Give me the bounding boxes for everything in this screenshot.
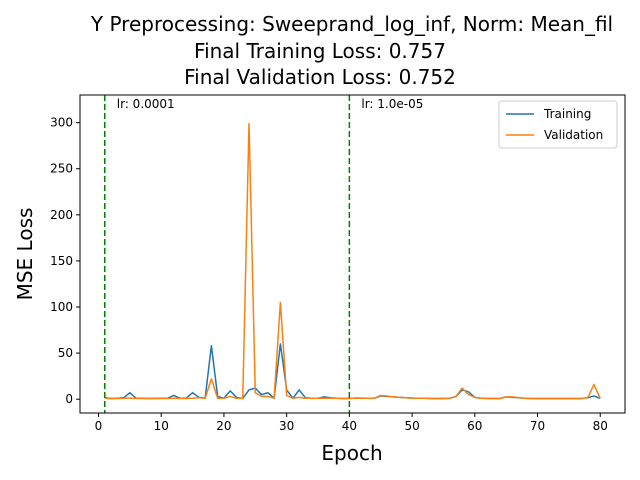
y-tick-label: 250 — [50, 162, 73, 176]
x-tick-label: 0 — [95, 419, 103, 433]
y-tick-label: 100 — [50, 300, 73, 314]
legend-label-training: Training — [543, 107, 591, 121]
y-tick-label: 0 — [65, 392, 73, 406]
y-axis-label: MSE Loss — [13, 208, 37, 301]
y-tick-label: 150 — [50, 254, 73, 268]
x-tick-label: 10 — [154, 419, 169, 433]
lr-marker-label-1: lr: 1.0e-05 — [361, 97, 423, 111]
series-line-validation — [104, 122, 601, 400]
y-tick-label: 50 — [58, 346, 73, 360]
plot-frame — [79, 94, 626, 414]
series-line-training — [104, 343, 601, 400]
lr-marker-layer: lr: 0.0001 lr: 1.0e-05 — [104, 95, 423, 413]
x-axis-label: Epoch — [321, 441, 382, 465]
legend: Training Validation — [498, 100, 618, 149]
x-tick-label: 20 — [216, 419, 231, 433]
chart-title-line-2: Final Training Loss: 0.757 — [194, 39, 446, 63]
y-tick-label: 300 — [50, 116, 73, 130]
lr-marker-label-0: lr: 0.0001 — [117, 97, 175, 111]
x-tick-label: 50 — [404, 419, 419, 433]
series-layer — [104, 122, 601, 400]
x-tick-label: 70 — [530, 419, 545, 433]
x-tick-label: 80 — [593, 419, 608, 433]
axes-layer: 0 10 20 30 40 50 60 70 80 0 50 100 150 200 250 300 — [50, 94, 626, 433]
x-tick-label: 60 — [467, 419, 482, 433]
legend-box — [498, 100, 618, 149]
y-tick-label: 200 — [50, 208, 73, 222]
x-tick-label: 30 — [279, 419, 294, 433]
chart-title-line-1: Y Preprocessing: Sweeprand_log_inf, Norm… — [90, 12, 614, 36]
legend-label-validation: Validation — [544, 128, 603, 142]
chart-title-line-3: Final Validation Loss: 0.752 — [184, 65, 456, 89]
x-tick-label: 40 — [342, 419, 357, 433]
